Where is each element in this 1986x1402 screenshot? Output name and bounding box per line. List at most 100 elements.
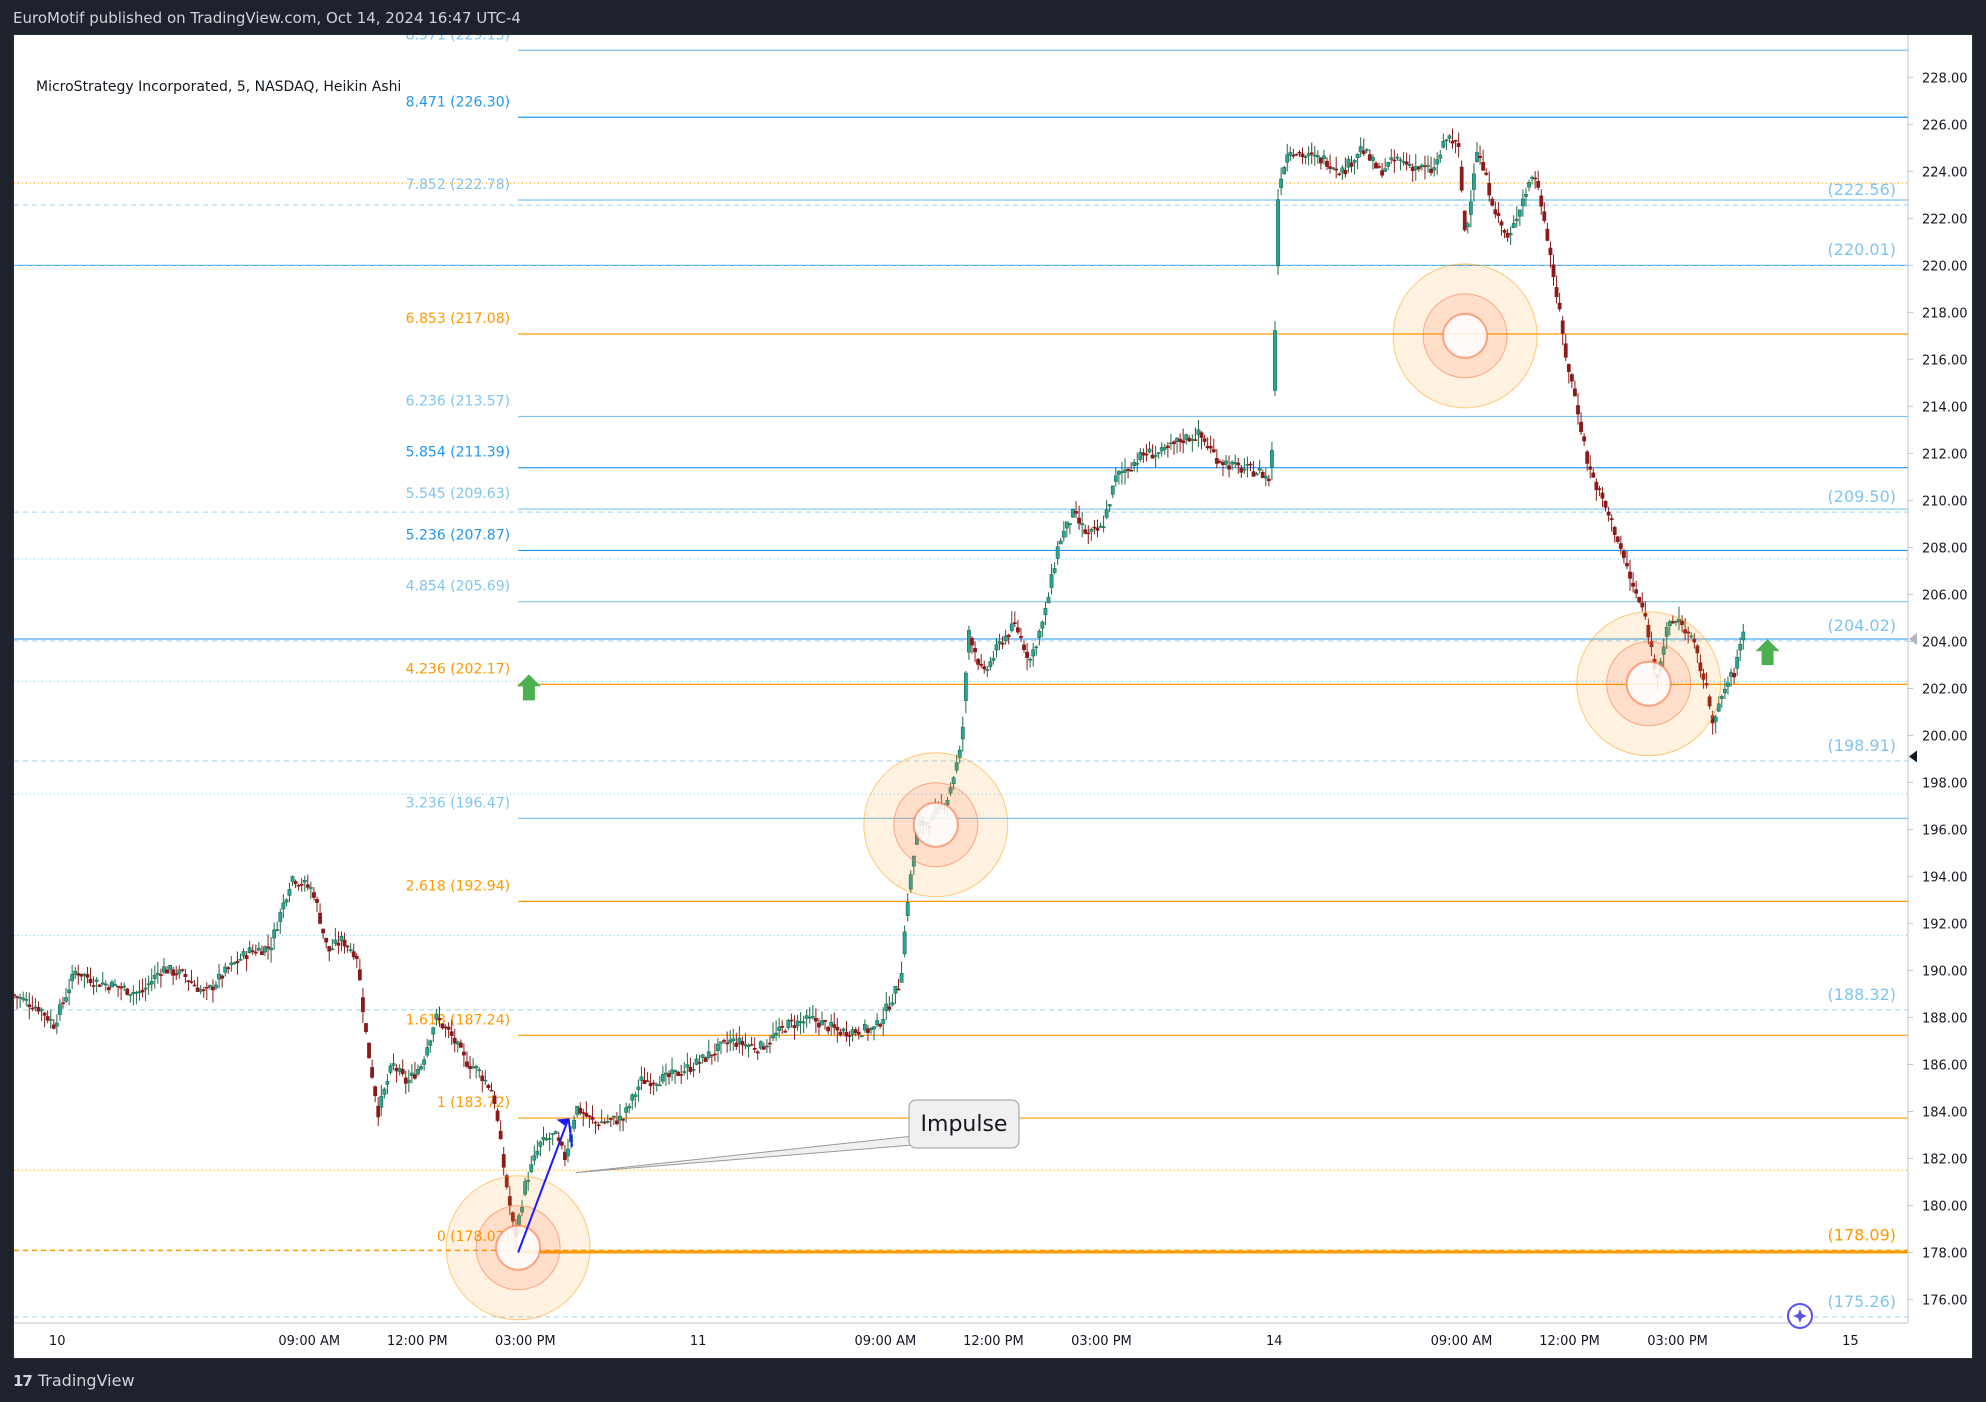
candle-body[interactable] <box>676 1071 681 1077</box>
candle-body[interactable] <box>804 1015 809 1019</box>
candle-body[interactable] <box>465 1061 469 1067</box>
candle-body[interactable] <box>1493 209 1498 215</box>
candle-body[interactable] <box>422 1059 427 1065</box>
candle-body[interactable] <box>1661 646 1666 655</box>
candle-body[interactable] <box>61 1002 65 1005</box>
candle-body[interactable] <box>1729 672 1733 677</box>
candle-body[interactable] <box>455 1041 460 1045</box>
candle-body[interactable] <box>850 1029 855 1035</box>
candle-body[interactable] <box>1263 475 1268 479</box>
candle-body[interactable] <box>1276 199 1280 267</box>
candle-body[interactable] <box>507 1196 512 1206</box>
candle-body[interactable] <box>260 951 264 955</box>
candle-body[interactable] <box>1374 162 1378 169</box>
candle-body[interactable] <box>645 1080 650 1083</box>
candle-body[interactable] <box>538 1141 543 1147</box>
candle-body[interactable] <box>651 1082 656 1085</box>
candle-body[interactable] <box>91 985 96 987</box>
candle-body[interactable] <box>789 1019 794 1022</box>
candle-body[interactable] <box>691 1069 696 1071</box>
candle-body[interactable] <box>183 973 188 978</box>
candle-body[interactable] <box>541 1136 546 1141</box>
candle-body[interactable] <box>1175 438 1179 443</box>
candle-body[interactable] <box>1698 662 1703 672</box>
candle-body[interactable] <box>532 1155 537 1161</box>
impulse-callout[interactable]: Impulse <box>575 1099 1020 1174</box>
candle-body[interactable] <box>1585 451 1590 464</box>
candle-body[interactable] <box>1447 135 1452 139</box>
candle-body[interactable] <box>1282 167 1287 175</box>
candle-body[interactable] <box>235 960 240 964</box>
candle-body[interactable] <box>1074 511 1078 514</box>
candle-body[interactable] <box>1410 166 1415 172</box>
candle-body[interactable] <box>296 884 301 887</box>
candle-body[interactable] <box>168 964 172 970</box>
candle-body[interactable] <box>1468 201 1473 215</box>
candle-body[interactable] <box>749 1044 754 1046</box>
candle-body[interactable] <box>1239 467 1244 473</box>
candle-body[interactable] <box>1266 478 1271 482</box>
candle-body[interactable] <box>829 1021 834 1027</box>
candle-body[interactable] <box>1364 149 1369 152</box>
candle-body[interactable] <box>18 997 23 999</box>
candle-body[interactable] <box>64 997 68 1002</box>
candle-body[interactable] <box>731 1038 736 1042</box>
candle-body[interactable] <box>1159 447 1164 452</box>
candle-body[interactable] <box>1208 445 1213 449</box>
candle-body[interactable] <box>621 1119 625 1121</box>
candle-body[interactable] <box>419 1066 423 1070</box>
candle-body[interactable] <box>394 1067 399 1072</box>
candle-body[interactable] <box>106 987 111 991</box>
candle-body[interactable] <box>838 1031 843 1036</box>
candle-body[interactable] <box>1723 688 1727 694</box>
candle-body[interactable] <box>125 988 130 995</box>
candle-body[interactable] <box>1738 644 1743 651</box>
candle-body[interactable] <box>716 1043 720 1051</box>
candle-body[interactable] <box>1334 168 1339 171</box>
candle-body[interactable] <box>100 982 105 985</box>
candle-body[interactable] <box>198 989 203 992</box>
candle-body[interactable] <box>853 1029 858 1033</box>
candle-body[interactable] <box>94 979 99 982</box>
candle-body[interactable] <box>563 1151 567 1161</box>
candle-body[interactable] <box>1536 181 1541 188</box>
candle-body[interactable] <box>547 1138 552 1140</box>
candle-body[interactable] <box>982 666 987 670</box>
candle-body[interactable] <box>21 997 26 1000</box>
candle-body[interactable] <box>1092 526 1097 529</box>
candle-body[interactable] <box>1643 613 1648 617</box>
candle-body[interactable] <box>428 1040 433 1046</box>
candle-body[interactable] <box>266 946 270 949</box>
candle-body[interactable] <box>1478 155 1482 158</box>
candle-body[interactable] <box>575 1105 580 1115</box>
candle-body[interactable] <box>1227 465 1231 470</box>
candle-body[interactable] <box>1674 621 1678 623</box>
candle-body[interactable] <box>1453 139 1458 142</box>
candle-body[interactable] <box>979 663 984 666</box>
candle-body[interactable] <box>367 1042 371 1059</box>
candle-body[interactable] <box>333 939 338 944</box>
candle-body[interactable] <box>440 1023 445 1029</box>
candle-body[interactable] <box>642 1079 647 1085</box>
candle-body[interactable] <box>1236 462 1241 466</box>
candle-body[interactable] <box>336 942 341 946</box>
candle-body[interactable] <box>416 1068 420 1075</box>
candle-body[interactable] <box>1012 622 1017 624</box>
candle-body[interactable] <box>1502 230 1507 233</box>
candle-body[interactable] <box>449 1031 454 1036</box>
candle-body[interactable] <box>1704 683 1709 686</box>
candle-body[interactable] <box>734 1042 739 1047</box>
candle-body[interactable] <box>1248 463 1253 466</box>
candle-body[interactable] <box>835 1026 840 1031</box>
candle-body[interactable] <box>1548 247 1553 256</box>
candle-body[interactable] <box>768 1042 772 1045</box>
candle-body[interactable] <box>1025 651 1029 658</box>
candle-body[interactable] <box>1597 488 1602 490</box>
candle-body[interactable] <box>667 1073 671 1078</box>
candle-body[interactable] <box>719 1041 723 1044</box>
candle-body[interactable] <box>593 1121 598 1124</box>
candle-body[interactable] <box>859 1035 864 1038</box>
candle-body[interactable] <box>627 1105 632 1109</box>
candle-body[interactable] <box>847 1034 852 1037</box>
candle-body[interactable] <box>526 1179 531 1182</box>
